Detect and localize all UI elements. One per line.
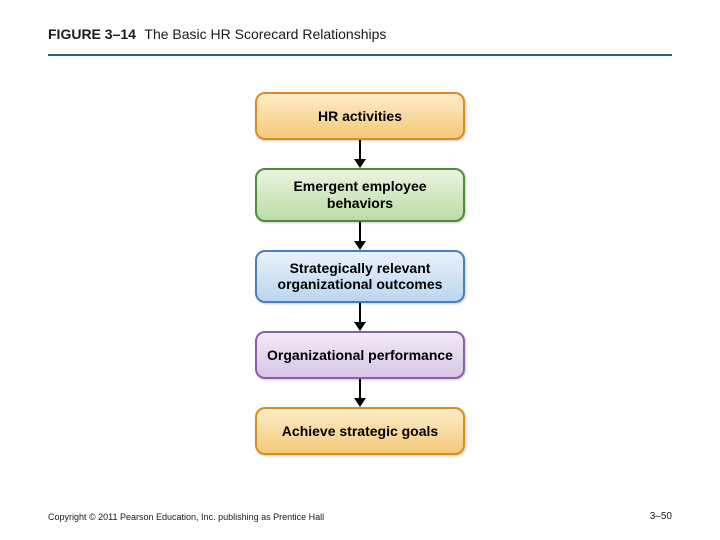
flow-node: Achieve strategic goals — [255, 407, 465, 455]
flow-node-label: Achieve strategic goals — [282, 423, 438, 440]
flow-arrow — [352, 140, 368, 168]
figure-header: FIGURE 3–14 The Basic HR Scorecard Relat… — [48, 26, 672, 56]
flow-node: HR activities — [255, 92, 465, 140]
flow-arrow — [352, 379, 368, 407]
flow-node-label: HR activities — [318, 108, 402, 125]
flow-node-label: Organizational performance — [267, 347, 453, 364]
flow-arrow — [352, 222, 368, 250]
flow-arrow — [352, 303, 368, 331]
flow-node: Emergent employee behaviors — [255, 168, 465, 222]
flow-node: Strategically relevant organizational ou… — [255, 250, 465, 304]
header-rule — [48, 54, 672, 56]
figure-label: FIGURE 3–14 — [48, 26, 136, 42]
page-number: 3–50 — [650, 511, 672, 522]
flowchart: HR activities Emergent employee behaviors… — [0, 92, 720, 455]
flow-node-label: Emergent employee behaviors — [267, 178, 453, 212]
copyright-text: Copyright © 2011 Pearson Education, Inc.… — [48, 512, 324, 522]
flow-node: Organizational performance — [255, 331, 465, 379]
figure-title: The Basic HR Scorecard Relationships — [144, 26, 386, 42]
flow-node-label: Strategically relevant organizational ou… — [267, 260, 453, 294]
